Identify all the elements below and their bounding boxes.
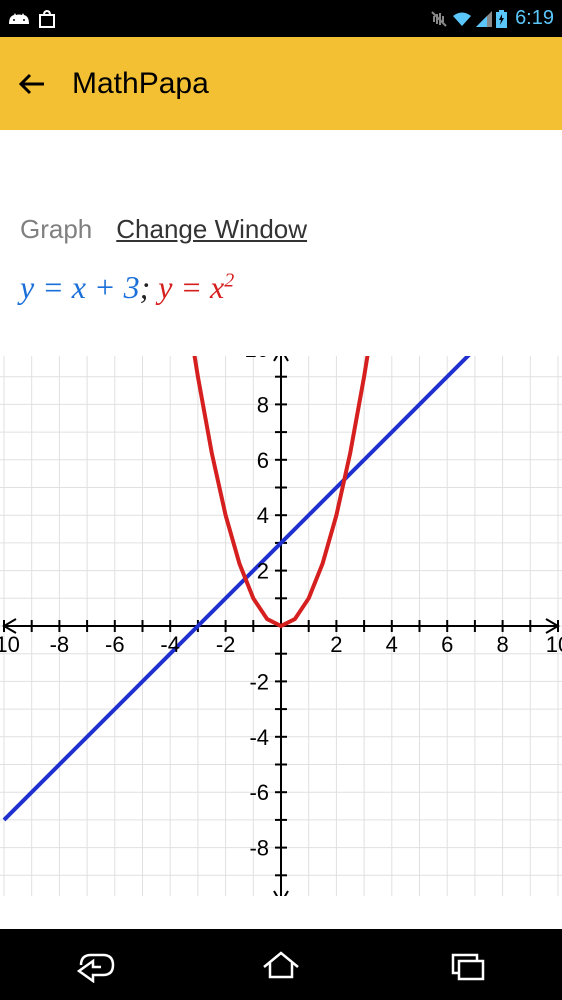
change-window-link[interactable]: Change Window	[116, 214, 307, 245]
clock-time: 6:19	[515, 7, 554, 30]
svg-text:2: 2	[257, 559, 269, 584]
equation-2: y = x2	[158, 269, 234, 305]
wifi-icon	[452, 11, 472, 27]
svg-text:-8: -8	[50, 632, 70, 657]
status-bar: 6:19	[0, 0, 562, 37]
battery-icon	[496, 10, 507, 28]
svg-text:-2: -2	[249, 669, 269, 694]
nav-back-icon[interactable]	[71, 947, 117, 983]
tabs-row: Graph Change Window	[20, 214, 542, 245]
svg-text:-8: -8	[249, 836, 269, 861]
app-title: MathPapa	[72, 67, 209, 101]
svg-text:-4: -4	[160, 632, 180, 657]
android-nav-bar	[0, 929, 562, 1000]
nav-recent-icon[interactable]	[445, 947, 491, 983]
svg-text:4: 4	[257, 503, 269, 528]
svg-text:6: 6	[441, 632, 453, 657]
equation-1: y = x + 3	[20, 269, 140, 305]
android-icon	[8, 12, 30, 26]
graph-canvas[interactable]: -10-8-6-4-2246810108642-2-4-6-8	[20, 356, 542, 896]
nav-home-icon[interactable]	[258, 947, 304, 983]
app-bar: MathPapa	[0, 37, 562, 130]
svg-text:-2: -2	[216, 632, 236, 657]
svg-text:2: 2	[330, 632, 342, 657]
back-arrow-icon[interactable]	[16, 68, 48, 100]
vibrate-icon	[430, 10, 448, 28]
signal-icon	[476, 11, 492, 27]
svg-text:8: 8	[257, 392, 269, 417]
content-area: Graph Change Window y = x + 3; y = x2 -1…	[0, 130, 562, 896]
svg-text:4: 4	[386, 632, 398, 657]
equations-display: y = x + 3; y = x2	[20, 269, 542, 306]
svg-text:10: 10	[546, 632, 562, 657]
shopping-icon	[38, 10, 56, 28]
svg-text:6: 6	[257, 448, 269, 473]
equation-separator: ;	[140, 269, 151, 305]
svg-text:10: 10	[245, 356, 269, 362]
svg-text:-10: -10	[0, 632, 20, 657]
svg-text:-4: -4	[249, 725, 269, 750]
svg-text:-6: -6	[105, 632, 125, 657]
graph-tab[interactable]: Graph	[20, 214, 92, 245]
svg-text:-6: -6	[249, 780, 269, 805]
svg-text:8: 8	[496, 632, 508, 657]
